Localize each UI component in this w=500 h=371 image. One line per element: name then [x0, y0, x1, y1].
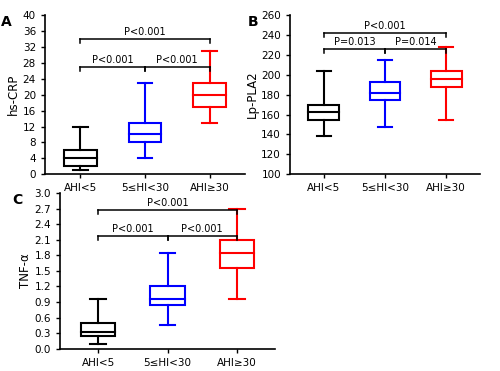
Text: C: C: [12, 193, 23, 207]
Text: B: B: [248, 15, 259, 29]
Y-axis label: Lp-PLA2: Lp-PLA2: [246, 71, 258, 118]
Bar: [129, 122, 161, 142]
Bar: [431, 70, 462, 86]
Text: P<0.001: P<0.001: [124, 27, 166, 37]
Bar: [81, 323, 116, 336]
Bar: [308, 105, 339, 119]
Bar: [64, 151, 96, 166]
Text: A: A: [1, 15, 12, 29]
Text: P<0.001: P<0.001: [112, 224, 154, 234]
Text: P<0.001: P<0.001: [182, 224, 223, 234]
Y-axis label: TNF-α: TNF-α: [18, 253, 32, 288]
Text: P<0.001: P<0.001: [156, 55, 198, 65]
Text: P<0.001: P<0.001: [146, 198, 188, 208]
Bar: [194, 83, 226, 106]
Bar: [220, 240, 254, 268]
Bar: [150, 286, 185, 305]
Text: P<0.001: P<0.001: [92, 55, 134, 65]
Text: P<0.001: P<0.001: [364, 21, 406, 31]
Text: P=0.014: P=0.014: [395, 37, 436, 47]
Y-axis label: hs-CRP: hs-CRP: [7, 74, 20, 115]
Text: P=0.013: P=0.013: [334, 37, 375, 47]
Bar: [370, 82, 400, 99]
